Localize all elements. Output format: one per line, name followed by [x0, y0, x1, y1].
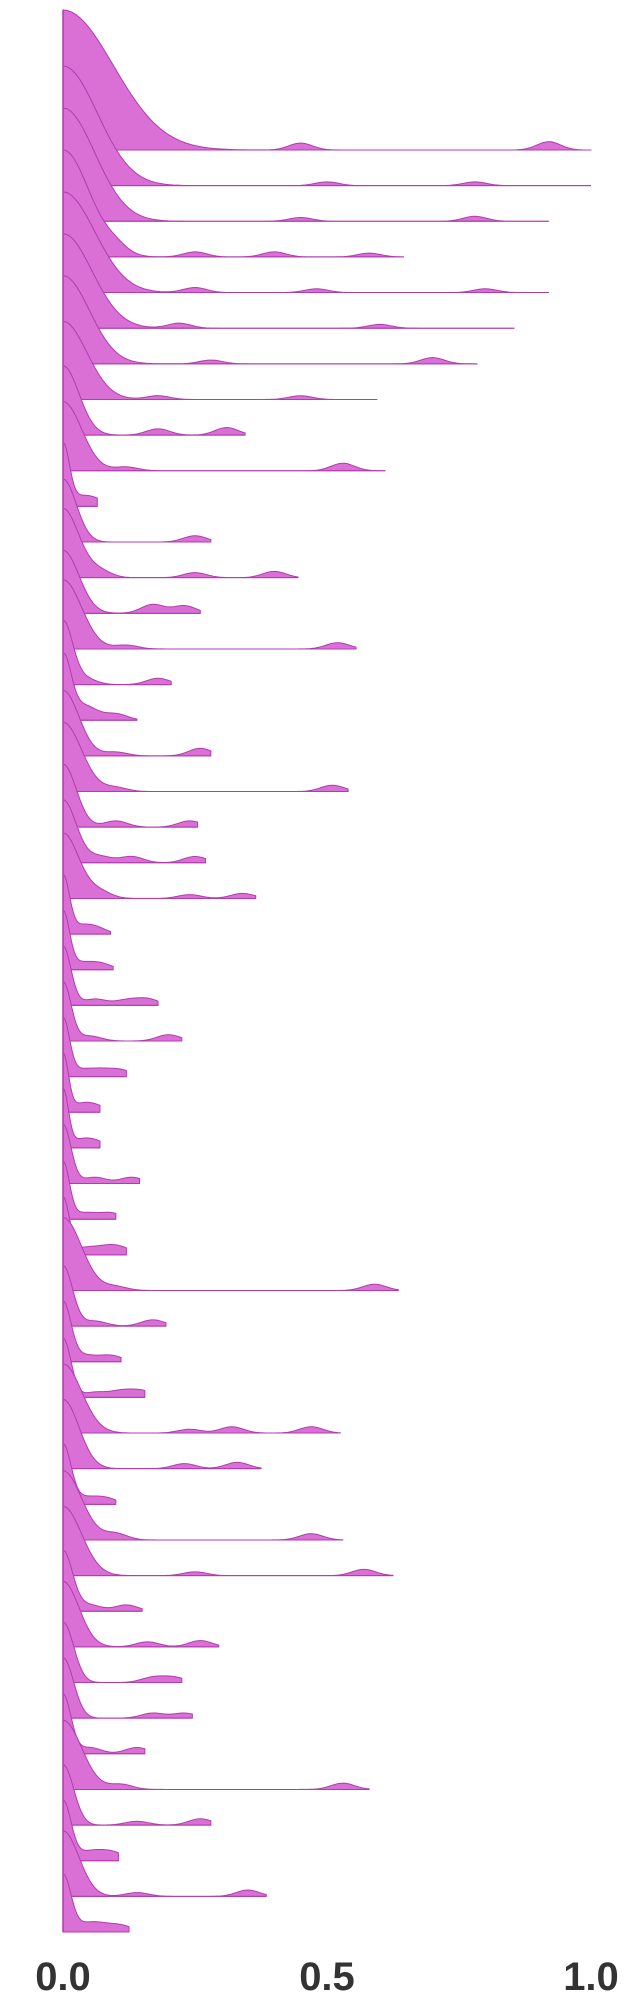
ridge-area — [62, 1123, 141, 1185]
ridge-area — [62, 1470, 344, 1541]
ridge-area — [62, 400, 386, 472]
ridge-area — [62, 980, 183, 1042]
ridge-area — [62, 1300, 122, 1363]
ridge-area — [62, 191, 549, 294]
ridge-area — [62, 945, 159, 1006]
ridge-area — [62, 1763, 212, 1826]
ridge-area — [62, 1398, 262, 1470]
ridge-area — [62, 579, 357, 650]
ridge-area — [62, 874, 112, 935]
ridge-area — [62, 721, 349, 793]
ridge-area — [62, 1830, 267, 1897]
ridge-area — [62, 1363, 341, 1434]
ridge-area — [62, 507, 299, 579]
x-tick-label: 0.0 — [35, 1955, 91, 1999]
x-tick-label: 1.0 — [563, 1955, 619, 1999]
ridge-area — [62, 233, 515, 329]
ridge-area — [62, 1719, 370, 1790]
ridge-area — [62, 652, 138, 721]
x-tick-label: 0.5 — [299, 1955, 355, 1999]
ridge-area — [62, 763, 199, 828]
ridges-group — [62, 9, 592, 1933]
ridge-area — [62, 1264, 167, 1327]
ridge-area — [62, 1657, 193, 1719]
ridge-area — [62, 1580, 220, 1648]
ridge-area — [62, 1052, 101, 1113]
ridge-area — [62, 1505, 394, 1577]
ridge-area — [62, 832, 257, 899]
ridge-area — [62, 1873, 130, 1933]
ridge-area — [62, 1016, 127, 1078]
ridge-area — [62, 1799, 119, 1862]
ridge-area — [62, 1088, 101, 1149]
ridge-area — [62, 689, 212, 757]
x-axis: 0.0 0.5 1.0 — [35, 1955, 619, 1999]
ridge-area — [62, 9, 592, 151]
ridge-area — [62, 478, 212, 543]
ridge-area — [62, 107, 549, 222]
